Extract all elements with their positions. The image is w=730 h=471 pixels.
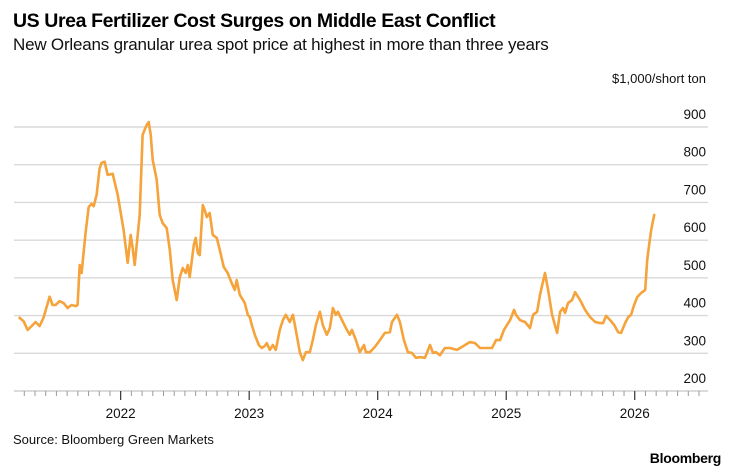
- y-tick-label-700: 700: [683, 182, 706, 197]
- y-tick-label-300: 300: [683, 333, 706, 348]
- y-axis-unit-label: $1,000/short ton: [612, 71, 706, 86]
- x-tick-label-2025: 2025: [491, 406, 521, 421]
- x-axis: 2022 2023 2024 2025 2026: [23, 391, 700, 421]
- x-tick-label-2026: 2026: [620, 406, 650, 421]
- y-tick-label-400: 400: [683, 296, 706, 311]
- y-axis: 200 300 400 500 600 700 800 900: [683, 107, 706, 386]
- bloomberg-logo: Bloomberg: [649, 450, 722, 466]
- y-tick-label-200: 200: [683, 371, 706, 386]
- y-tick-label-600: 600: [683, 220, 706, 235]
- y-tick-label-800: 800: [683, 145, 706, 160]
- chart-title: US Urea Fertilizer Cost Surges on Middle…: [13, 10, 496, 32]
- x-tick-label-2023: 2023: [234, 406, 264, 421]
- x-tick-label-2022: 2022: [106, 406, 136, 421]
- chart-subtitle: New Orleans granular urea spot price at …: [13, 35, 549, 54]
- y-tick-label-900: 900: [683, 107, 706, 122]
- gridlines: [14, 126, 708, 392]
- y-tick-label-500: 500: [683, 258, 706, 273]
- series-line-urea-price: [18, 120, 656, 362]
- x-tick-label-2024: 2024: [363, 406, 394, 421]
- series-layer: [18, 120, 656, 362]
- source-note: Source: Bloomberg Green Markets: [13, 432, 214, 447]
